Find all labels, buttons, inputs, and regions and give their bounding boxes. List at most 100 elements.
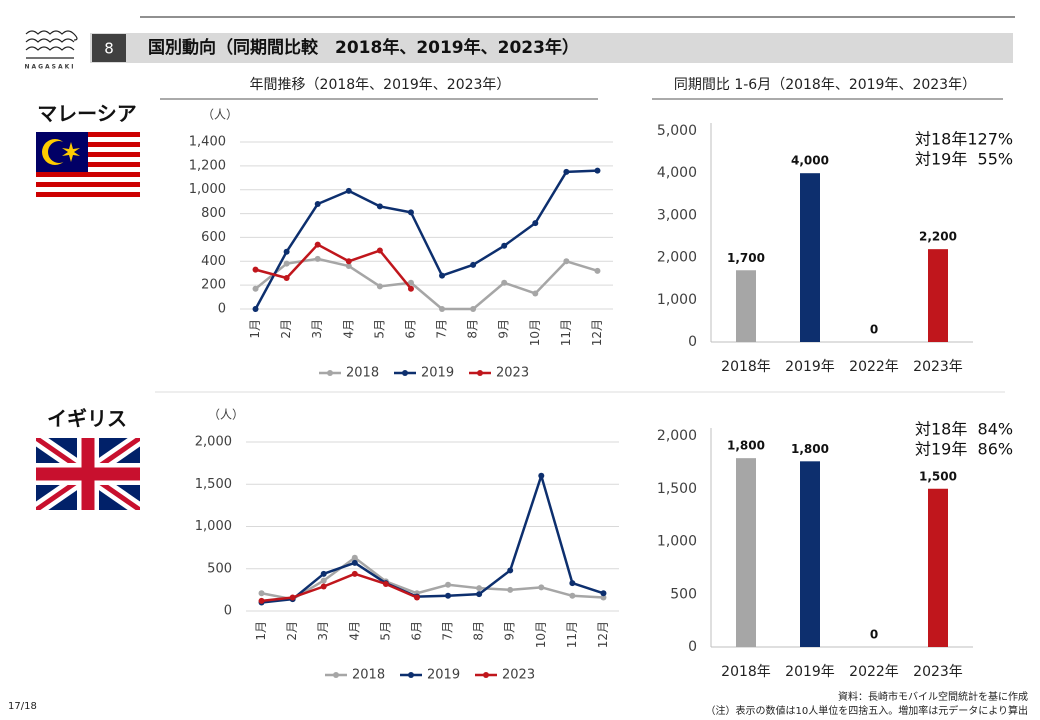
bar	[800, 173, 820, 342]
x-tick-label: 7月	[441, 621, 455, 641]
point	[320, 583, 327, 590]
y-tick-label: 2,000	[195, 435, 232, 450]
x-tick-label: 2022年	[849, 359, 899, 375]
x-tick-label: 3月	[316, 621, 330, 641]
point	[501, 242, 508, 249]
point	[407, 209, 414, 216]
y-tick-label: 1,400	[189, 135, 226, 150]
y-unit: （人）	[202, 108, 238, 122]
value-label: 1,500	[919, 469, 957, 483]
point	[470, 261, 477, 268]
point	[569, 580, 576, 587]
point	[538, 472, 545, 479]
y-tick-label: 2,000	[657, 428, 697, 444]
point	[507, 586, 514, 593]
point	[476, 591, 483, 598]
y-tick-label: 1,000	[189, 182, 226, 197]
point	[470, 306, 477, 312]
country-name: イギリス	[47, 407, 127, 431]
value-label: 2,200	[919, 230, 957, 244]
point	[532, 290, 539, 297]
point	[345, 187, 352, 194]
series-line	[254, 169, 598, 310]
x-tick-label: 11月	[559, 319, 573, 346]
point	[351, 559, 358, 566]
x-tick-label: 2月	[279, 319, 293, 339]
point	[600, 594, 607, 601]
flag-uk	[36, 438, 140, 510]
x-tick-label: 2023年	[913, 664, 963, 680]
x-tick-label: 9月	[497, 319, 511, 339]
x-tick-label: 6月	[403, 319, 417, 339]
point	[413, 594, 420, 601]
flag-malaysia	[36, 132, 140, 202]
x-tick-label: 2月	[285, 621, 299, 641]
point	[563, 168, 570, 175]
series-line	[261, 474, 604, 604]
point	[252, 266, 259, 273]
x-tick-label: 1月	[248, 319, 262, 339]
legend-label: 2019	[421, 366, 454, 381]
value-label: 0	[870, 628, 878, 642]
point	[600, 590, 607, 597]
y-tick-label: 0	[688, 639, 697, 655]
section-title: 同期間比 1-6月（2018年、2019年、2023年）	[674, 77, 976, 93]
legend-label: 2023	[496, 366, 529, 381]
legend-label: 2019	[427, 668, 460, 683]
bar	[800, 461, 820, 647]
point	[258, 590, 265, 597]
annotation: 対19年 55%	[915, 150, 1013, 169]
y-tick-label: 1,500	[657, 481, 697, 497]
annotation: 対18年 84%	[915, 420, 1013, 439]
bar	[736, 270, 756, 342]
point	[351, 570, 358, 577]
x-tick-label: 10月	[534, 621, 548, 648]
x-tick-label: 6月	[409, 621, 423, 641]
point	[563, 258, 570, 265]
x-tick-label: 4月	[347, 621, 361, 641]
x-tick-label: 12月	[590, 319, 604, 346]
point	[283, 248, 290, 255]
point	[407, 285, 414, 292]
x-tick-label: 3月	[310, 319, 324, 339]
annotation: 対18年127%	[915, 130, 1013, 149]
footnote: 資料：長崎市モバイル空間統計を基に作成	[838, 690, 1028, 703]
legend-marker	[402, 370, 408, 376]
series-line	[255, 243, 412, 290]
point	[283, 274, 290, 281]
series-line	[261, 556, 604, 601]
point	[252, 285, 259, 292]
page-number: 17/18	[8, 701, 37, 712]
point	[569, 592, 576, 599]
x-tick-label: 10月	[528, 319, 542, 346]
legend-label: 2018	[352, 668, 385, 683]
section-title: 年間推移（2018年、2019年、2023年）	[250, 77, 511, 93]
point	[445, 581, 452, 588]
point	[283, 260, 290, 267]
y-tick-label: 800	[201, 206, 226, 221]
value-label: 1,700	[727, 251, 765, 265]
legend-label: 2018	[346, 366, 379, 381]
point	[538, 584, 545, 591]
legend-marker	[333, 672, 339, 678]
point	[320, 570, 327, 577]
x-tick-label: 2018年	[721, 664, 771, 680]
series-line	[261, 572, 418, 603]
x-tick-label: 8月	[472, 621, 486, 641]
value-label: 0	[870, 323, 878, 337]
point	[407, 279, 414, 286]
point	[501, 279, 508, 286]
x-tick-label: 11月	[565, 621, 579, 648]
point	[532, 220, 539, 227]
point	[445, 592, 452, 599]
y-tick-label: 200	[201, 278, 226, 293]
point	[289, 594, 296, 601]
header-band	[90, 33, 1013, 63]
point	[258, 597, 265, 604]
x-tick-label: 2019年	[785, 664, 835, 680]
y-tick-label: 0	[218, 302, 226, 317]
point	[345, 263, 352, 270]
point	[314, 241, 321, 248]
y-tick-label: 0	[688, 334, 697, 350]
